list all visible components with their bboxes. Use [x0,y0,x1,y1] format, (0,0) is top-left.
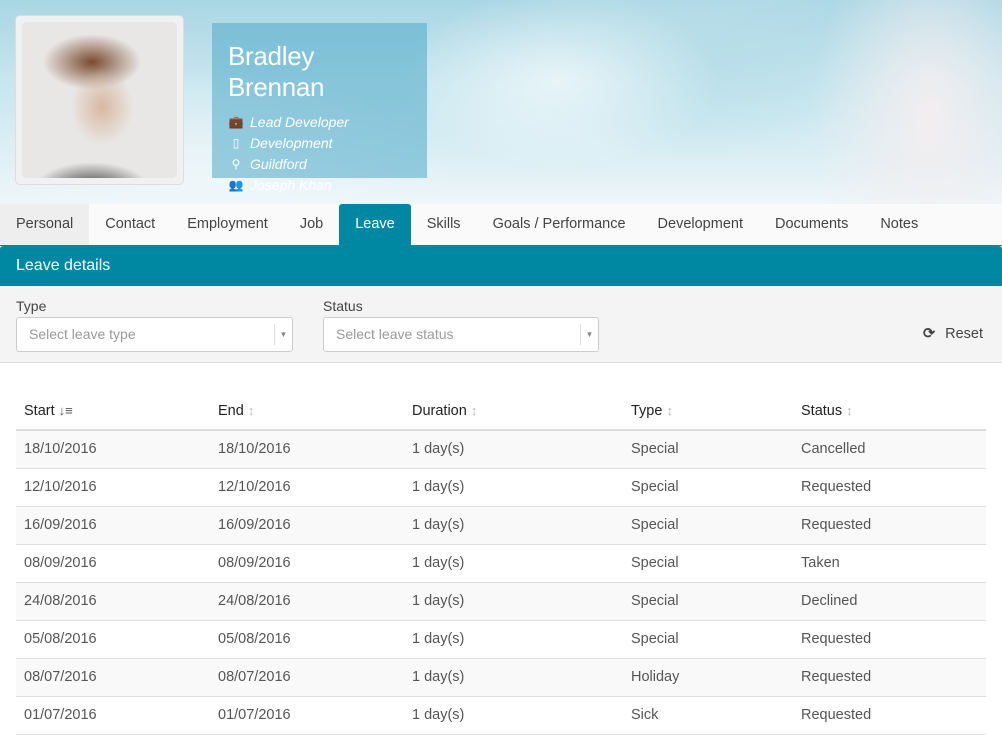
leave-type-select[interactable]: Select leave type ▼ [16,317,293,352]
table-row[interactable]: 01/07/2016 01/07/2016 1 day(s) Sick Requeste… [16,696,986,735]
chevron-down-icon: ▼ [274,324,292,345]
tab-documents[interactable]: Documents [774,216,849,232]
column-type[interactable]: Type ↕ [623,392,793,431]
sort-icon: ↕ [666,402,673,418]
start-date: 16/09/2016 [16,506,210,545]
leave-table: Start ↓≡ End ↕ Duration ↕ Type ↕ Status ↕ 18/… [16,392,986,735]
location: Guildford [250,155,307,172]
start-date: 12/10/2016 [16,468,210,507]
end-date: 16/09/2016 [210,506,404,545]
leave-status: Requested [793,658,986,697]
start-date: 05/08/2016 [16,620,210,659]
status-label: Status [323,298,363,314]
table-row[interactable]: 12/10/2016 12/10/2016 1 day(s) Special Reque… [16,468,986,507]
leave-type: Special [623,620,793,659]
refresh-icon: ⟳ [922,326,936,342]
start-date: 01/07/2016 [16,696,210,735]
briefcase-icon: 💼 [228,114,244,129]
leave-type: Sick [623,696,793,735]
users-icon: 👥 [228,177,244,192]
tab-job[interactable]: Job [299,216,324,232]
sort-icon: ↕ [470,402,478,418]
leave-type: Holiday [623,658,793,697]
start-date: 24/08/2016 [16,582,210,621]
end-date: 05/08/2016 [210,620,404,659]
duration: 1 day(s) [404,696,623,735]
leave-status: Requested [793,506,986,545]
tab-personal[interactable]: Personal [0,204,90,245]
table-row[interactable]: 24/08/2016 24/08/2016 1 day(s) Special Decli… [16,582,986,621]
end-date: 24/08/2016 [210,582,404,621]
sort-icon: ↕ [846,402,853,418]
duration: 1 day(s) [404,468,623,507]
leave-status: Requested [793,620,986,659]
chevron-down-icon: ▼ [580,324,598,345]
leave-type: Special [623,544,793,583]
reset-label: Reset [945,326,983,342]
tab-goals-performance[interactable]: Goals / Performance [492,216,626,232]
end-date: 12/10/2016 [210,468,404,507]
type-placeholder: Select leave type [29,326,136,342]
duration: 1 day(s) [404,620,623,659]
profile-card: Bradley Brennan 💼 Lead Developer ▯ Develop… [212,23,427,193]
leave-status: Declined [793,582,986,621]
column-duration[interactable]: Duration ↕ [404,392,623,431]
tab-contact[interactable]: Contact [105,216,156,232]
end-date: 18/10/2016 [210,430,404,469]
panel-title: Leave details [0,246,1002,286]
leave-status: Taken [793,544,986,583]
profile-header: Bradley Brennan 💼 Lead Developer ▯ Develop… [0,0,1002,204]
duration: 1 day(s) [404,582,623,621]
leave-type: Special [623,468,793,507]
tab-leave[interactable]: Leave [339,204,411,245]
table-row[interactable]: 18/10/2016 18/10/2016 1 day(s) Special Cance… [16,430,986,469]
leave-status-select[interactable]: Select leave status ▼ [323,317,599,352]
avatar [15,15,184,185]
duration: 1 day(s) [404,506,623,545]
table-row[interactable]: 08/07/2016 08/07/2016 1 day(s) Holiday Reque… [16,658,986,697]
leave-status: Cancelled [793,430,986,469]
table-row[interactable]: 16/09/2016 16/09/2016 1 day(s) Special Reque… [16,506,986,545]
leave-status: Requested [793,468,986,507]
leave-type: Special [623,506,793,545]
duration: 1 day(s) [404,544,623,583]
tab-notes[interactable]: Notes [880,216,919,232]
end-date: 08/09/2016 [210,544,404,583]
start-date: 08/09/2016 [16,544,210,583]
manager: Joseph Khan [250,176,332,193]
start-date: 18/10/2016 [16,430,210,469]
tab-development[interactable]: Development [657,216,743,232]
type-label: Type [16,298,47,314]
map-marker-icon: ⚲ [231,156,241,171]
building-icon: ▯ [232,135,240,150]
start-date: 08/07/2016 [16,658,210,697]
profile-photo [22,22,177,178]
leave-type: Special [623,582,793,621]
leave-type: Special [623,430,793,469]
table-row[interactable]: 05/08/2016 05/08/2016 1 day(s) Special Reque… [16,620,986,659]
tab-bar: Personal Contact Employment Job Leave Sk… [0,204,1002,245]
column-status[interactable]: Status ↕ [793,392,986,431]
filter-bar: Type Select leave type ▼ Status Select le… [0,286,1002,363]
employee-name: Bradley Brennan [228,41,325,102]
column-start[interactable]: Start ↓≡ [16,392,210,431]
status-placeholder: Select leave status [336,326,454,342]
tab-employment[interactable]: Employment [187,216,268,232]
duration: 1 day(s) [404,658,623,697]
sort-desc-icon: ↓≡ [58,402,73,418]
tab-skills[interactable]: Skills [426,216,461,232]
department: Development [250,134,333,151]
leave-panel: Leave details Type Select leave type ▼ St… [0,245,1002,363]
end-date: 08/07/2016 [210,658,404,697]
end-date: 01/07/2016 [210,696,404,735]
leave-status: Requested [793,696,986,735]
sort-icon: ↕ [247,402,255,418]
job-title: Lead Developer [250,113,349,130]
reset-button[interactable]: ⟳ Reset [923,326,983,342]
column-end[interactable]: End ↕ [210,392,404,431]
table-row[interactable]: 08/09/2016 08/09/2016 1 day(s) Special Taken [16,544,986,583]
duration: 1 day(s) [404,430,623,469]
